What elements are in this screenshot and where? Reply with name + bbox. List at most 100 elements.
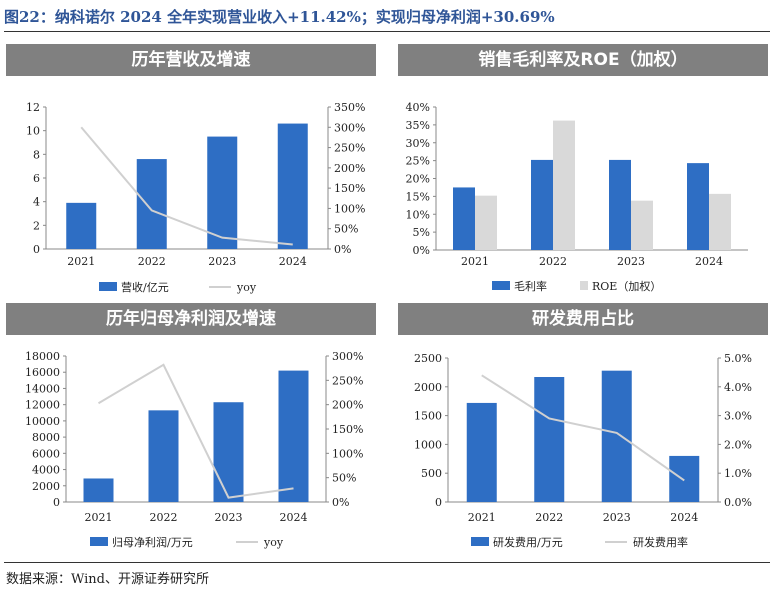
rnd-category-label: 2024 xyxy=(670,511,698,524)
netprofit-left-tick-label: 0 xyxy=(53,496,60,509)
netprofit-left-tick-label: 6000 xyxy=(32,447,60,460)
rnd-legend-label: 研发费用率 xyxy=(633,535,688,549)
revenue-category-label: 2023 xyxy=(208,255,236,268)
rnd-right-tick-label: 1.0% xyxy=(724,467,752,480)
margin-category-label: 2021 xyxy=(461,255,489,268)
rnd-right-tick-label: 3.0% xyxy=(724,410,752,423)
margin-left-tick-label: 15% xyxy=(406,190,430,203)
margin-chart-title: 销售毛利率及ROE（加权） xyxy=(398,44,768,76)
margin-left-tick-label: 30% xyxy=(406,137,430,150)
rnd-chart-title: 研发费用占比 xyxy=(398,303,768,335)
revenue-left-tick-label: 8 xyxy=(33,148,40,161)
netprofit-left-tick-label: 4000 xyxy=(32,464,60,477)
rnd-left-tick-label: 1000 xyxy=(414,438,442,451)
revenue-right-tick-label: 150% xyxy=(334,182,365,195)
margin-bar-2021 xyxy=(453,187,475,250)
revenue-right-tick-label: 300% xyxy=(334,121,365,134)
margin-bar-2024 xyxy=(687,163,709,250)
rnd-right-tick-label: 0.0% xyxy=(724,496,752,509)
rnd-category-label: 2022 xyxy=(535,511,563,524)
rnd-chart-panel: 研发费用占比 0 500 1000 1500 2000 2500 0.0% 1.0% 2.0% 3… xyxy=(398,303,770,561)
margin-category-label: 2022 xyxy=(539,255,567,268)
netprofit-right-tick-label: 300% xyxy=(332,350,363,363)
revenue-chart-title: 历年营收及增速 xyxy=(6,44,376,76)
netprofit-left-tick-label: 10000 xyxy=(25,415,60,428)
title-divider xyxy=(4,31,770,32)
revenue-legend-label: 营收/亿元 xyxy=(121,280,169,294)
revenue-legend-label: yoy xyxy=(236,281,257,294)
netprofit-right-tick-label: 100% xyxy=(332,447,363,460)
revenue-line-series xyxy=(80,126,293,246)
revenue-right-tick-label: 250% xyxy=(334,142,365,155)
revenue-right-tick-label: 100% xyxy=(334,202,365,215)
margin-plot-area: 0% 5% 10% 15% 20% 25% 30% 35% 40% 2021 2022 2023 202… xyxy=(406,101,748,268)
netprofit-right-tick-label: 250% xyxy=(332,374,363,387)
rnd-bar-2021 xyxy=(466,402,497,502)
netprofit-plot-area: 0 2000 4000 6000 8000 10000 12000 14000 16000 180… xyxy=(25,350,363,524)
revenue-category-label: 2022 xyxy=(138,255,166,268)
netprofit-left-tick-label: 16000 xyxy=(25,366,60,379)
netprofit-left-tick-label: 8000 xyxy=(32,431,60,444)
rnd-legend-label: 研发费用/万元 xyxy=(493,535,563,549)
margin-left-tick-label: 0% xyxy=(413,244,430,257)
netprofit-bar-2022 xyxy=(148,410,179,502)
margin-left-tick-label: 10% xyxy=(406,208,430,221)
revenue-left-tick-label: 4 xyxy=(33,196,40,209)
margin-legend: 毛利率 ROE（加权） xyxy=(492,279,661,293)
netprofit-chart-title: 历年归母净利润及增速 xyxy=(6,303,376,335)
margin-legend-label: 毛利率 xyxy=(514,279,547,293)
netprofit-bar-2023 xyxy=(213,402,244,502)
netprofit-category-label: 2024 xyxy=(280,511,308,524)
netprofit-legend-label: yoy xyxy=(263,536,284,549)
rnd-bar-2023 xyxy=(601,370,632,502)
rnd-line-series xyxy=(481,374,685,482)
netprofit-right-tick-label: 50% xyxy=(332,472,356,485)
revenue-right-tick-label: 200% xyxy=(334,162,365,175)
footer-divider xyxy=(4,562,770,563)
rnd-left-tick-label: 2000 xyxy=(414,381,442,394)
margin-left-tick-label: 20% xyxy=(406,173,430,186)
margin-bar-2022 xyxy=(553,120,575,251)
rnd-right-tick-label: 5.0% xyxy=(724,352,752,365)
netprofit-category-label: 2022 xyxy=(150,511,178,524)
rnd-bar-2024 xyxy=(669,455,700,502)
rnd-plot-area: 0 500 1000 1500 2000 2500 0.0% 1.0% 2.0% 3.0% 4.0%… xyxy=(414,352,752,524)
netprofit-bar-2021 xyxy=(83,478,114,502)
margin-bar-2024 xyxy=(709,193,731,250)
margin-bar-2023 xyxy=(631,200,653,250)
rnd-category-label: 2021 xyxy=(468,511,496,524)
netprofit-left-tick-label: 14000 xyxy=(25,382,60,395)
margin-legend-swatch xyxy=(492,281,510,290)
margin-legend-label: ROE（加权） xyxy=(592,280,661,293)
revenue-right-tick-label: 0% xyxy=(334,243,351,256)
margin-bar-2021 xyxy=(475,195,497,250)
margin-left-tick-label: 5% xyxy=(413,226,430,239)
revenue-left-tick-label: 2 xyxy=(33,219,40,232)
rnd-left-tick-label: 2500 xyxy=(414,352,442,365)
margin-category-label: 2023 xyxy=(617,255,645,268)
netprofit-left-tick-label: 18000 xyxy=(25,350,60,363)
margin-bar-2022 xyxy=(531,159,553,250)
rnd-legend-swatch xyxy=(471,537,489,546)
revenue-left-tick-label: 12 xyxy=(26,101,40,114)
revenue-bar-2023 xyxy=(207,136,238,249)
revenue-left-tick-label: 10 xyxy=(26,125,40,138)
margin-left-tick-label: 25% xyxy=(406,155,430,168)
netprofit-line-series xyxy=(97,363,294,499)
revenue-category-label: 2021 xyxy=(67,255,95,268)
netprofit-category-label: 2021 xyxy=(85,511,113,524)
revenue-bar-2024 xyxy=(277,123,308,249)
margin-chart-panel: 销售毛利率及ROE（加权） 0% 5% 10% 15% 20% 25% 30% 35% 40% 2… xyxy=(398,44,770,296)
revenue-category-label: 2024 xyxy=(279,255,307,268)
revenue-plot-area: 0 2 4 6 8 10 12 0% 50% 100% 150% 200% 250% 300% 350% 20… xyxy=(26,101,365,268)
revenue-right-tick-label: 350% xyxy=(334,101,365,114)
revenue-plot: 0 2 4 6 8 10 12 0% 50% 100% 150% 200% 250% 300% 350% 20… xyxy=(26,101,365,294)
source-note: 数据来源：Wind、开源证券研究所 xyxy=(6,572,209,587)
rnd-left-tick-label: 500 xyxy=(421,467,442,480)
revenue-left-tick-label: 6 xyxy=(33,172,40,185)
netprofit-category-label: 2023 xyxy=(215,511,243,524)
revenue-legend-swatch xyxy=(99,282,117,291)
margin-left-tick-label: 35% xyxy=(406,119,430,132)
rnd-left-tick-label: 0 xyxy=(435,496,442,509)
revenue-right-tick-label: 50% xyxy=(334,223,358,236)
